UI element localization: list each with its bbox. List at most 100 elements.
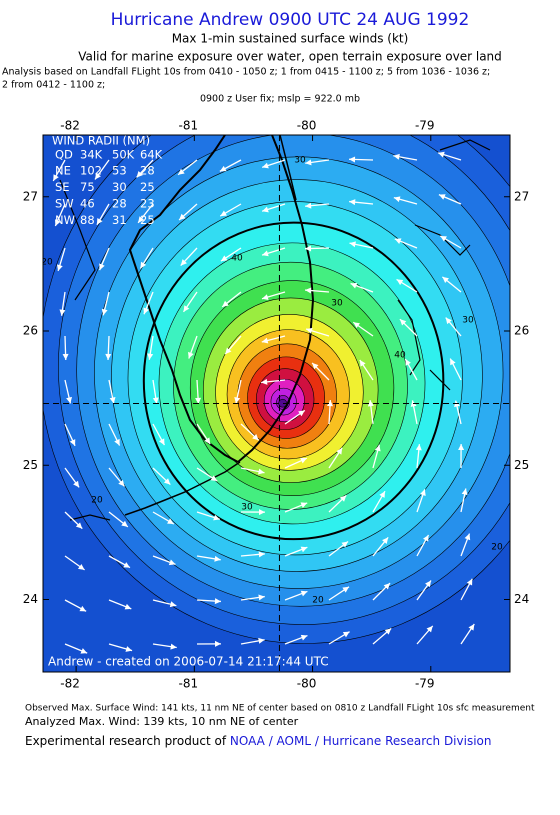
wind-arrow-head: [99, 263, 105, 271]
wind-arrow-head: [367, 400, 374, 407]
wind-arrow-head: [415, 444, 422, 451]
wind-arrow-head: [466, 578, 473, 586]
wind-arrow-head: [349, 199, 356, 206]
wind-arrow-head: [349, 241, 356, 248]
wind-radii-header: 34K: [80, 148, 103, 162]
wind-arrow-head: [258, 594, 265, 601]
wind-arrow-head: [458, 444, 465, 451]
y-tick-label: 25: [23, 458, 38, 472]
wind-arrow-head: [450, 358, 456, 366]
y-tick-label: 24: [23, 592, 38, 606]
product-text: Experimental research product of: [25, 734, 230, 748]
wind-arrow-head: [179, 213, 186, 220]
y-tick-label: 27: [514, 189, 529, 203]
product: Experimental research product of NOAA / …: [25, 734, 491, 748]
wind-arrow-head: [66, 396, 72, 404]
wind-arrow-head: [183, 305, 190, 312]
wind-radii: WIND RADII (NM)QD 34K 50K 64K NE 102 53 28 SE 75 3…: [52, 134, 163, 228]
coastline: [128, 135, 315, 463]
wind-radii-cell: 75: [80, 180, 95, 194]
wind-arrow-head: [300, 457, 307, 464]
wind-arrow-head: [252, 433, 259, 441]
wind-arrow-head: [169, 601, 177, 608]
wind-arrow-head: [438, 194, 446, 200]
wind-arrow-head: [220, 255, 228, 262]
wind-arrow-head: [204, 437, 211, 445]
wind-arrow-head: [222, 300, 229, 307]
wind-arrow-head: [349, 156, 356, 163]
y-tick-label: 27: [23, 189, 38, 203]
contour-label: 30: [462, 316, 474, 326]
x-tick-label: -79: [415, 677, 435, 691]
wind-arrow-head: [261, 294, 269, 300]
wind-radii-cell: 30: [112, 180, 127, 194]
wind-arrow-head: [101, 308, 108, 316]
wind-arrow-head: [53, 174, 59, 181]
wind-radii-cell: 46: [80, 197, 95, 211]
contour-label: 20: [491, 543, 503, 553]
wind-arrow-head: [147, 353, 154, 360]
wind-arrow-head: [341, 541, 349, 548]
wind-arrow-head: [214, 598, 221, 605]
wind-arrow-head: [300, 590, 308, 597]
wind-arrow-head: [158, 438, 165, 446]
wind-radii-cell: 102: [80, 164, 102, 178]
wind-arrow-head: [180, 259, 187, 266]
wind-radii-cell: SW: [55, 197, 74, 211]
wind-arrow-head: [124, 603, 132, 610]
wind-arrow-head: [118, 479, 125, 487]
wind-arrow-head: [138, 216, 145, 223]
wind-arrow-head: [167, 518, 174, 525]
wind-arrow-head: [75, 522, 83, 529]
wind-radii-cell: NE: [55, 164, 71, 178]
x-tick-label: -80: [297, 677, 317, 691]
wind-arrow-head: [109, 397, 116, 404]
wind-arrow-head: [327, 400, 333, 407]
wind-arrow-head: [55, 219, 61, 226]
y-tick-label: 24: [514, 592, 529, 606]
contour-label: 30: [294, 156, 306, 166]
wind-radii-header: 50K: [112, 148, 135, 162]
wind-arrow-head: [220, 210, 227, 217]
wind-arrow-head: [140, 261, 147, 269]
wind-arrow-head: [442, 276, 449, 283]
contour-label: 40: [394, 351, 406, 361]
link[interactable]: NOAA / AOML / Hurricane Research Divisio…: [230, 734, 492, 748]
wind-radii-cell: 88: [80, 213, 95, 227]
wind-arrow-head: [234, 396, 241, 404]
wind-arrow-head: [125, 646, 133, 652]
wind-arrow-head: [80, 648, 88, 654]
wind-arrow-head: [114, 438, 120, 446]
contour-label: 20: [91, 496, 103, 506]
wind-radii-cell: 31: [112, 213, 127, 227]
contour-labels: 30 40 30 30 40 20 30 20 20 20: [41, 156, 503, 606]
wind-arrow-head: [426, 625, 433, 633]
map-frame: [42, 134, 511, 673]
wind-arrow-head: [298, 410, 305, 417]
wind-radii-cell: 53: [112, 164, 127, 178]
wind-arrow-head: [79, 605, 87, 612]
wind-arrow-head: [461, 488, 468, 495]
wind-arrow-head: [188, 351, 194, 359]
wind-arrow-head: [258, 551, 265, 558]
wind-arrow-head: [195, 397, 202, 404]
wind-arrow-head: [225, 347, 232, 355]
wind-arrow-head: [96, 218, 103, 225]
map: 30 40 30 30 40 20 30 20 20 20: [41, 135, 510, 672]
wind-arrow-head: [258, 468, 265, 475]
x-tick-label: -82: [60, 677, 80, 691]
wind-arrow-head: [170, 643, 177, 650]
wind-arrow-head: [62, 353, 69, 360]
wind-arrow-head: [305, 245, 312, 252]
wind-arrow-head: [214, 555, 221, 562]
wind-arrow-head: [468, 624, 475, 631]
islands: [59, 139, 491, 521]
wind-radii-header: 64K: [140, 148, 163, 162]
wind-arrow-head: [383, 583, 391, 590]
observed: Observed Max. Surface Wind: 141 kts, 11 …: [25, 704, 535, 714]
contour-label: 20: [41, 258, 53, 268]
wind-arrow-head: [94, 172, 101, 180]
wind-arrow-head: [342, 631, 350, 638]
y-tick-label: 25: [514, 458, 529, 472]
